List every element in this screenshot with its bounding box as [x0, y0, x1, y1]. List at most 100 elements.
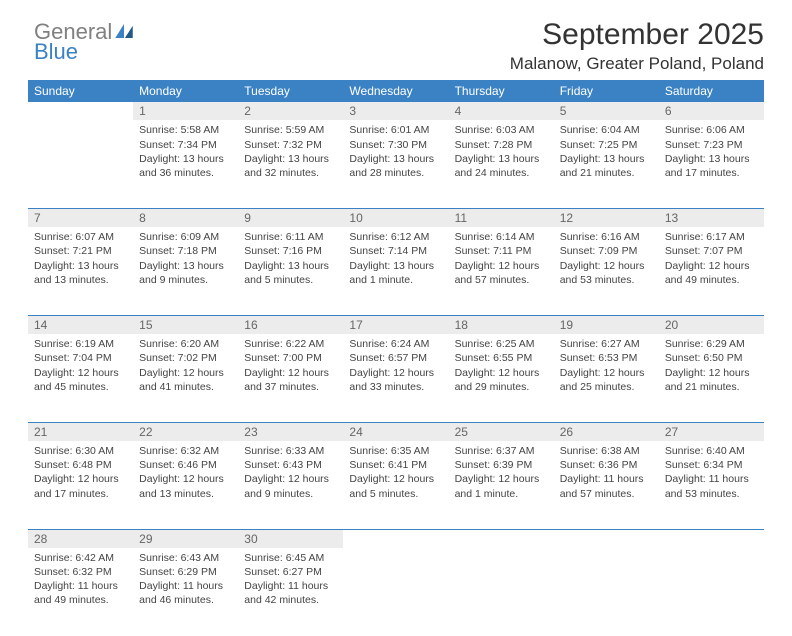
sunset-line: Sunset: 7:25 PM	[560, 138, 653, 152]
sunset-line: Sunset: 7:07 PM	[665, 244, 758, 258]
daylight-line: Daylight: 12 hours and 5 minutes.	[349, 472, 442, 500]
daynum-cell	[554, 529, 659, 548]
sunset-line: Sunset: 7:16 PM	[244, 244, 337, 258]
daynum-row: 123456	[28, 102, 764, 120]
daynum-cell: 14	[28, 315, 133, 334]
sunset-line: Sunset: 7:09 PM	[560, 244, 653, 258]
daynum-cell	[659, 529, 764, 548]
daylight-line: Daylight: 11 hours and 49 minutes.	[34, 579, 127, 607]
day-cell: Sunrise: 6:24 AMSunset: 6:57 PMDaylight:…	[343, 334, 448, 422]
day-cell: Sunrise: 6:25 AMSunset: 6:55 PMDaylight:…	[449, 334, 554, 422]
sunrise-line: Sunrise: 6:24 AM	[349, 337, 442, 351]
day-cell: Sunrise: 6:32 AMSunset: 6:46 PMDaylight:…	[133, 441, 238, 529]
day-header: Saturday	[659, 80, 764, 102]
sunrise-line: Sunrise: 6:11 AM	[244, 230, 337, 244]
daylight-line: Daylight: 12 hours and 33 minutes.	[349, 366, 442, 394]
daynum-cell: 10	[343, 208, 448, 227]
daynum-cell: 24	[343, 422, 448, 441]
day-cell: Sunrise: 6:37 AMSunset: 6:39 PMDaylight:…	[449, 441, 554, 529]
sunset-line: Sunset: 6:41 PM	[349, 458, 442, 472]
day-header: Thursday	[449, 80, 554, 102]
day-cell: Sunrise: 6:20 AMSunset: 7:02 PMDaylight:…	[133, 334, 238, 422]
daylight-line: Daylight: 13 hours and 9 minutes.	[139, 259, 232, 287]
day-cell: Sunrise: 6:17 AMSunset: 7:07 PMDaylight:…	[659, 227, 764, 315]
daynum-cell: 16	[238, 315, 343, 334]
sunrise-line: Sunrise: 6:16 AM	[560, 230, 653, 244]
sunrise-line: Sunrise: 6:09 AM	[139, 230, 232, 244]
sunrise-line: Sunrise: 6:17 AM	[665, 230, 758, 244]
daynum-cell: 26	[554, 422, 659, 441]
day-header: Friday	[554, 80, 659, 102]
sunrise-line: Sunrise: 6:06 AM	[665, 123, 758, 137]
sunset-line: Sunset: 7:28 PM	[455, 138, 548, 152]
daynum-cell: 25	[449, 422, 554, 441]
day-cell: Sunrise: 6:11 AMSunset: 7:16 PMDaylight:…	[238, 227, 343, 315]
sunset-line: Sunset: 7:21 PM	[34, 244, 127, 258]
daylight-line: Daylight: 11 hours and 46 minutes.	[139, 579, 232, 607]
sunset-line: Sunset: 6:39 PM	[455, 458, 548, 472]
daynum-cell: 30	[238, 529, 343, 548]
logo-word2: Blue	[34, 42, 112, 62]
sunrise-line: Sunrise: 6:01 AM	[349, 123, 442, 137]
day-header: Monday	[133, 80, 238, 102]
daynum-cell	[449, 529, 554, 548]
day-cell: Sunrise: 6:19 AMSunset: 7:04 PMDaylight:…	[28, 334, 133, 422]
day-cell: Sunrise: 6:30 AMSunset: 6:48 PMDaylight:…	[28, 441, 133, 529]
day-cell: Sunrise: 6:01 AMSunset: 7:30 PMDaylight:…	[343, 120, 448, 208]
day-cell: Sunrise: 6:16 AMSunset: 7:09 PMDaylight:…	[554, 227, 659, 315]
day-cell: Sunrise: 6:40 AMSunset: 6:34 PMDaylight:…	[659, 441, 764, 529]
daynum-cell: 3	[343, 102, 448, 120]
daylight-line: Daylight: 12 hours and 29 minutes.	[455, 366, 548, 394]
daynum-row: 21222324252627	[28, 422, 764, 441]
logo-sail-icon	[115, 24, 133, 38]
daynum-cell: 29	[133, 529, 238, 548]
day-header: Tuesday	[238, 80, 343, 102]
sunrise-line: Sunrise: 6:20 AM	[139, 337, 232, 351]
sunrise-line: Sunrise: 6:22 AM	[244, 337, 337, 351]
sunset-line: Sunset: 7:02 PM	[139, 351, 232, 365]
daylight-line: Daylight: 13 hours and 36 minutes.	[139, 152, 232, 180]
sunrise-line: Sunrise: 6:03 AM	[455, 123, 548, 137]
daynum-cell: 1	[133, 102, 238, 120]
daylight-line: Daylight: 12 hours and 1 minute.	[455, 472, 548, 500]
sunrise-line: Sunrise: 6:33 AM	[244, 444, 337, 458]
sunrise-line: Sunrise: 6:25 AM	[455, 337, 548, 351]
daylight-line: Daylight: 12 hours and 57 minutes.	[455, 259, 548, 287]
daynum-cell: 13	[659, 208, 764, 227]
daynum-cell: 5	[554, 102, 659, 120]
daylight-line: Daylight: 11 hours and 53 minutes.	[665, 472, 758, 500]
sunset-line: Sunset: 6:50 PM	[665, 351, 758, 365]
daynum-cell: 15	[133, 315, 238, 334]
daynum-row: 14151617181920	[28, 315, 764, 334]
sunrise-line: Sunrise: 6:35 AM	[349, 444, 442, 458]
daylight-line: Daylight: 12 hours and 21 minutes.	[665, 366, 758, 394]
week-row: Sunrise: 6:42 AMSunset: 6:32 PMDaylight:…	[28, 548, 764, 636]
day-cell: Sunrise: 6:42 AMSunset: 6:32 PMDaylight:…	[28, 548, 133, 636]
sunrise-line: Sunrise: 6:42 AM	[34, 551, 127, 565]
daylight-line: Daylight: 13 hours and 28 minutes.	[349, 152, 442, 180]
daylight-line: Daylight: 12 hours and 9 minutes.	[244, 472, 337, 500]
day-cell: Sunrise: 6:45 AMSunset: 6:27 PMDaylight:…	[238, 548, 343, 636]
sunrise-line: Sunrise: 6:37 AM	[455, 444, 548, 458]
day-cell	[28, 120, 133, 208]
daynum-cell: 2	[238, 102, 343, 120]
daynum-cell: 17	[343, 315, 448, 334]
sunrise-line: Sunrise: 6:32 AM	[139, 444, 232, 458]
sunrise-line: Sunrise: 6:19 AM	[34, 337, 127, 351]
sunset-line: Sunset: 7:30 PM	[349, 138, 442, 152]
day-cell	[554, 548, 659, 636]
daylight-line: Daylight: 12 hours and 45 minutes.	[34, 366, 127, 394]
title-block: September 2025 Malanow, Greater Poland, …	[510, 18, 764, 80]
daynum-cell: 27	[659, 422, 764, 441]
daynum-cell: 7	[28, 208, 133, 227]
sunrise-line: Sunrise: 6:12 AM	[349, 230, 442, 244]
daylight-line: Daylight: 13 hours and 32 minutes.	[244, 152, 337, 180]
sunset-line: Sunset: 6:36 PM	[560, 458, 653, 472]
daylight-line: Daylight: 12 hours and 49 minutes.	[665, 259, 758, 287]
day-cell	[449, 548, 554, 636]
sunrise-line: Sunrise: 6:07 AM	[34, 230, 127, 244]
day-cell: Sunrise: 6:03 AMSunset: 7:28 PMDaylight:…	[449, 120, 554, 208]
daynum-cell: 11	[449, 208, 554, 227]
daylight-line: Daylight: 12 hours and 37 minutes.	[244, 366, 337, 394]
sunset-line: Sunset: 7:18 PM	[139, 244, 232, 258]
